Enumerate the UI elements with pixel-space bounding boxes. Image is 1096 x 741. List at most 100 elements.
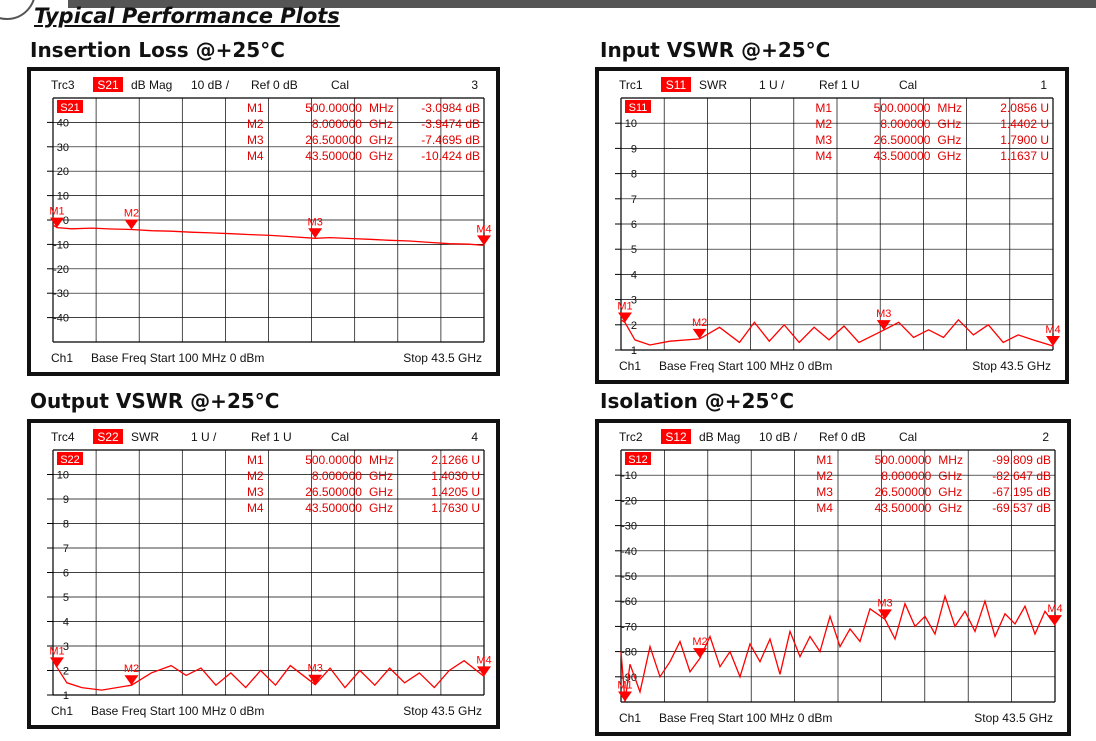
marker-label: M3	[308, 663, 323, 675]
trace-badge-label: S21	[60, 102, 80, 114]
trace-label: Trc2	[619, 430, 643, 444]
section-heading: Typical Performance Plots	[34, 4, 340, 28]
y-tick-label: 9	[63, 494, 69, 506]
marker-table-value: -7.4695 dB	[421, 133, 480, 147]
chart-panel-input-vswr: Trc1 S11 SWR 1 U / Ref 1 U Cal 1 10 9 8 7 6 5 4 3 2 1 S11…	[595, 67, 1069, 384]
y-tick-label: 5	[631, 244, 637, 256]
y-tick-label: -80	[621, 647, 637, 659]
y-tick-label: 3	[631, 295, 637, 307]
y-tick-label: 2	[63, 666, 69, 678]
marker-table-freq: 500.00000	[305, 453, 362, 467]
marker-table-value: 1.7900 U	[1000, 133, 1049, 147]
marker-table-freq: 8.000000	[312, 117, 362, 131]
ref-label: Ref 1 U	[251, 430, 292, 444]
marker-table-freq: 43.500000	[875, 501, 932, 515]
marker-triangle	[876, 320, 891, 331]
y-tick-label: 8	[63, 519, 69, 531]
marker-table-label: M1	[815, 101, 832, 115]
trace-number: 4	[471, 430, 478, 444]
marker-triangle	[124, 219, 139, 230]
marker-table-unit: GHz	[937, 117, 961, 131]
marker-table-unit: MHz	[938, 453, 963, 467]
marker-table-label: M3	[815, 133, 832, 147]
marker-table-freq: 500.00000	[305, 101, 362, 115]
y-tick-label: 30	[57, 142, 69, 154]
y-tick-label: -30	[621, 521, 637, 533]
marker-table-value: -3.9474 dB	[421, 117, 480, 131]
format-label: dB Mag	[131, 78, 172, 92]
scale-label: 10 dB /	[759, 430, 798, 444]
marker-table-freq: 8.000000	[880, 117, 930, 131]
marker-table-value: -3.0984 dB	[421, 101, 480, 115]
trace-badge	[57, 100, 83, 113]
cal-label: Cal	[331, 430, 349, 444]
chart-svg: Trc3 S21 dB Mag 10 dB / Ref 0 dB Cal 3 40 30 20 10…	[47, 77, 492, 365]
footer-start: Base Freq Start 100 MHz 0 dBm	[659, 711, 832, 725]
y-tick-label: -30	[53, 288, 69, 300]
chart-panel-output-vswr: Trc4 S22 SWR 1 U / Ref 1 U Cal 4 10 9 8 7 6 5 4 3 2 1 S22…	[27, 419, 500, 729]
y-tick-label: 6	[63, 568, 69, 580]
marker-table-freq: 43.500000	[874, 149, 931, 163]
trace-line	[620, 318, 1054, 347]
y-tick-label: 10	[57, 470, 69, 482]
marker-table-value: -82.647 dB	[992, 469, 1051, 483]
marker-table-value: 2.0856 U	[1000, 101, 1049, 115]
marker-table-value: 1.7630 U	[431, 501, 480, 515]
y-tick-label: 4	[631, 269, 637, 281]
marker-table-freq: 500.00000	[874, 101, 931, 115]
y-tick-label: 1	[63, 690, 69, 702]
param-badge	[661, 429, 691, 444]
marker-triangle	[49, 217, 64, 228]
trace-line	[620, 593, 1056, 702]
marker-triangle	[124, 675, 139, 686]
marker-table-label: M1	[247, 453, 264, 467]
marker-table-freq: 43.500000	[305, 149, 362, 163]
marker-table-label: M4	[815, 149, 832, 163]
marker-label: M3	[308, 216, 323, 228]
param-label: S21	[97, 78, 119, 92]
y-tick-label: 20	[57, 166, 69, 178]
marker-label: M1	[617, 301, 632, 313]
cal-label: Cal	[899, 430, 917, 444]
marker-table-value: -99.809 dB	[992, 453, 1051, 467]
marker-table-unit: MHz	[937, 101, 962, 115]
y-tick-label: 7	[63, 543, 69, 555]
footer-start: Base Freq Start 100 MHz 0 dBm	[659, 359, 832, 373]
marker-triangle	[618, 691, 632, 702]
marker-table-value: -69.537 dB	[992, 501, 1051, 515]
y-tick-label: -70	[621, 621, 637, 633]
footer-channel: Ch1	[51, 704, 73, 718]
ref-label: Ref 0 dB	[819, 430, 866, 444]
marker-table-value: -10.424 dB	[421, 149, 480, 163]
footer-start: Base Freq Start 100 MHz 0 dBm	[91, 704, 264, 718]
y-tick-label: -60	[621, 596, 637, 608]
trace-badge-label: S11	[629, 102, 648, 114]
param-label: S22	[97, 430, 119, 444]
y-tick-label: 2	[631, 320, 637, 332]
y-tick-label: -10	[621, 470, 637, 482]
trace-label: Trc3	[51, 78, 75, 92]
scale-label: 10 dB /	[191, 78, 230, 92]
marker-label: M4	[476, 223, 491, 235]
marker-table-freq: 43.500000	[305, 501, 362, 515]
marker-table-unit: GHz	[369, 149, 393, 163]
marker-label: M2	[692, 636, 707, 648]
marker-table-label: M1	[247, 101, 264, 115]
marker-table-freq: 8.000000	[881, 469, 931, 483]
y-tick-label: 4	[63, 617, 69, 629]
chart-title-isolation: Isolation @+25°C	[600, 389, 795, 413]
trace-line	[52, 224, 485, 247]
trace-badge	[625, 100, 651, 113]
scale-label: 1 U /	[191, 430, 217, 444]
y-tick-label: 0	[63, 215, 69, 227]
y-tick-label: 40	[57, 117, 69, 129]
marker-table-value: 2.1266 U	[431, 453, 480, 467]
param-badge	[661, 77, 691, 92]
marker-table-unit: GHz	[369, 501, 393, 515]
marker-table-value: 1.4205 U	[431, 485, 480, 499]
marker-table-freq: 26.500000	[875, 485, 932, 499]
marker-label: M2	[124, 208, 139, 220]
marker-table-label: M4	[247, 501, 264, 515]
ref-label: Ref 1 U	[819, 78, 860, 92]
marker-table-label: M2	[815, 117, 832, 131]
